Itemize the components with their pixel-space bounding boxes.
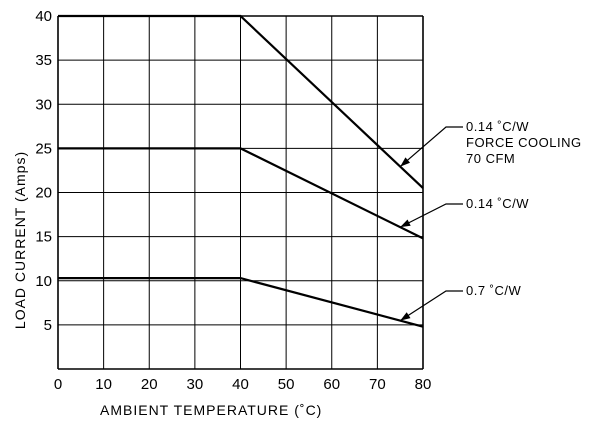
y-tick-label: 15 bbox=[35, 229, 52, 246]
y-axis-title: LOAD CURRENT (Amps) bbox=[12, 151, 28, 329]
annotation-label-3: 0.7 ˚C/W bbox=[466, 283, 522, 298]
series-line-2 bbox=[58, 147, 424, 240]
x-tick-label: 80 bbox=[415, 376, 432, 393]
annotation-label-2: 0.14 ˚C/W bbox=[466, 196, 529, 211]
y-tick-label: 20 bbox=[35, 185, 52, 202]
x-tick-label: 40 bbox=[232, 376, 249, 393]
y-tick-label: 5 bbox=[44, 317, 52, 334]
series-layer bbox=[58, 14, 424, 328]
series-line-3 bbox=[58, 277, 424, 328]
annotation-label-1: 0.14 ˚C/W bbox=[466, 119, 529, 134]
x-tick-label: 20 bbox=[141, 376, 158, 393]
annotation-arrowhead-1 bbox=[400, 157, 411, 167]
y-tick-label: 40 bbox=[35, 8, 52, 25]
annotation-leader-3 bbox=[399, 290, 463, 322]
x-tick-label: 30 bbox=[187, 376, 204, 393]
y-tick-label: 35 bbox=[35, 52, 52, 69]
x-tick-label: 70 bbox=[369, 376, 386, 393]
x-tick-label: 0 bbox=[54, 376, 62, 393]
x-tick-label: 60 bbox=[323, 376, 340, 393]
grid-layer bbox=[57, 15, 424, 370]
series-line-1 bbox=[58, 14, 424, 189]
tick-label-layer: 0 10 20 30 40 50 60 70 80 5 10 15 20 25 30 35 40 bbox=[35, 8, 431, 393]
annotation-label-1: 70 CFM bbox=[466, 151, 515, 166]
y-tick-label: 30 bbox=[35, 96, 52, 113]
y-tick-label: 25 bbox=[35, 140, 52, 157]
y-tick-label: 10 bbox=[35, 273, 52, 290]
annotation-label-1: FORCE COOLING bbox=[466, 135, 582, 150]
x-tick-label: 10 bbox=[95, 376, 112, 393]
annotation-arrowhead-3 bbox=[400, 312, 411, 321]
annotation-arrowhead-2 bbox=[400, 219, 411, 228]
annotation-leader-1 bbox=[399, 126, 463, 168]
x-axis-title: AMBIENT TEMPERATURE (˚C) bbox=[100, 402, 322, 418]
annotation-leader-2 bbox=[399, 203, 463, 228]
x-tick-label: 50 bbox=[278, 376, 295, 393]
